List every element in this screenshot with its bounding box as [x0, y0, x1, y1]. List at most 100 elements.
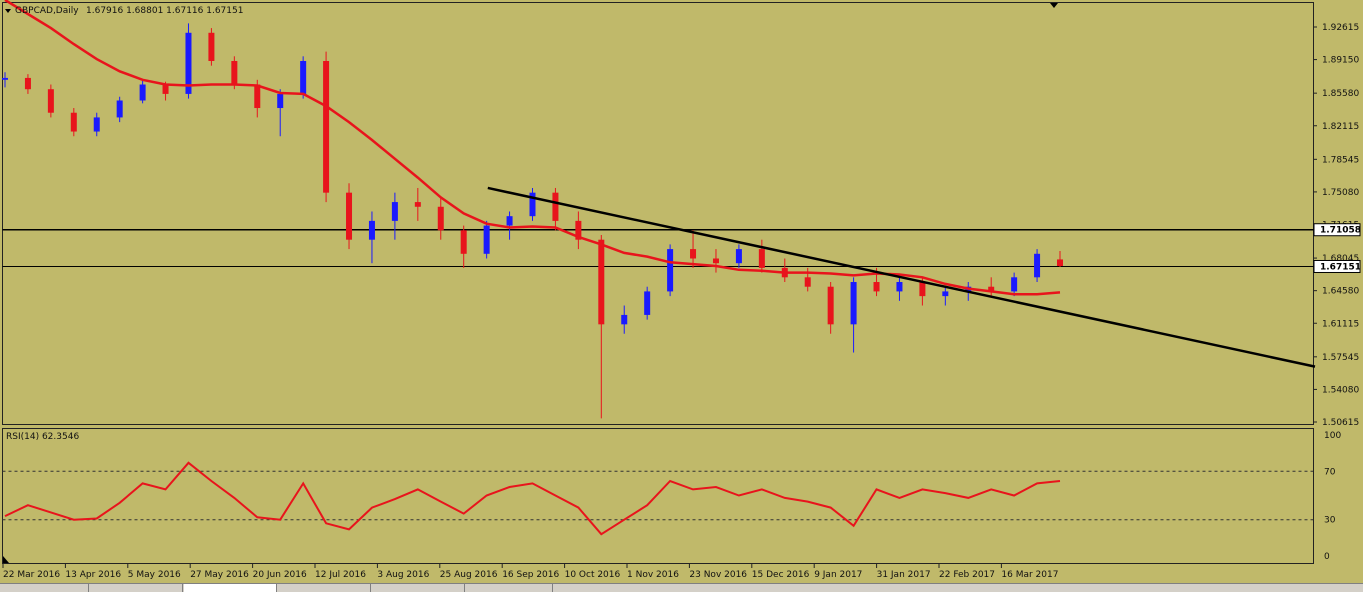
price-level-tag	[1313, 223, 1361, 237]
rsi-tick-label: 70	[1324, 467, 1336, 477]
price-tick-label: 1.64580	[1322, 287, 1359, 297]
candle-body	[254, 84, 261, 109]
rsi-tick-label: 0	[1324, 552, 1330, 562]
time-tick-label: 23 Nov 2016	[689, 570, 747, 580]
candle-body	[2, 77, 8, 80]
candle-body	[506, 216, 513, 226]
candle-body	[414, 202, 421, 207]
candle-body	[300, 60, 307, 94]
price-tick-label: 1.61115	[1322, 319, 1359, 329]
time-tick-label: 9 Jan 2017	[814, 570, 862, 580]
candle-body	[391, 202, 398, 221]
time-tick-label: 31 Jan 2017	[877, 570, 931, 580]
candle-body	[116, 100, 123, 118]
candle-body	[460, 230, 467, 254]
chart-tab[interactable]	[0, 584, 89, 592]
rsi-tick-label: 30	[1324, 516, 1336, 526]
candle-body	[346, 192, 353, 240]
candle-body	[437, 206, 444, 231]
time-tick-label: 10 Oct 2016	[565, 570, 621, 580]
candle-body	[644, 291, 651, 315]
candle-body	[24, 77, 31, 90]
candle-body	[208, 32, 215, 61]
trendline-path	[487, 186, 1316, 368]
price-tick-label: 1.68045	[1322, 254, 1359, 264]
chart-tab[interactable]	[278, 584, 371, 592]
candle-body	[575, 220, 582, 240]
candle-body	[1057, 259, 1063, 267]
time-tick-label: 22 Feb 2017	[939, 570, 995, 580]
candle-body	[323, 60, 330, 193]
candle-body	[988, 286, 995, 292]
chart-tab-active[interactable]	[184, 584, 277, 592]
candle-body	[93, 117, 100, 132]
price-tick-label: 1.78545	[1322, 155, 1359, 165]
price-level-label: 1.71058	[1320, 226, 1361, 236]
candles	[2, 23, 1063, 419]
candle-body	[552, 192, 559, 221]
candle-body	[1034, 253, 1041, 278]
price-levels: 1.71058 1.67151	[2, 223, 1361, 273]
ohlc-label: 1.67916 1.68801 1.67116 1.67151	[86, 6, 243, 16]
candle-body	[667, 249, 674, 292]
time-tick-label: 22 Mar 2016	[3, 570, 60, 580]
chart-tab-bar	[0, 583, 1363, 592]
time-tick-label: 25 Aug 2016	[440, 570, 498, 580]
rsi-label: RSI(14) 62.3546	[6, 432, 79, 442]
price-panel	[2, 2, 1314, 425]
candle-body	[873, 282, 880, 292]
price-tick-label: 1.85580	[1322, 89, 1359, 99]
time-tick-label: 27 May 2016	[190, 570, 249, 580]
time-tick-label: 16 Sep 2016	[502, 570, 559, 580]
price-tick-label: 1.57545	[1322, 353, 1359, 363]
chart-tab[interactable]	[90, 584, 183, 592]
candle-body	[690, 249, 697, 259]
scroll-marker-icon	[3, 556, 9, 563]
rsi-line	[4, 461, 1061, 536]
moving-average-path	[4, 0, 1061, 296]
rsi-axis: 100 70 30 0	[1324, 431, 1341, 562]
candle-body	[1011, 277, 1018, 292]
time-tick-label: 16 Mar 2017	[1001, 570, 1058, 580]
time-tick-label: 12 Jul 2016	[315, 570, 366, 580]
time-tick-label: 3 Aug 2016	[377, 570, 429, 580]
candle-body	[139, 84, 146, 101]
rsi-panel	[2, 428, 1314, 564]
time-tick-label: 15 Dec 2016	[752, 570, 810, 580]
candle-body	[185, 32, 192, 94]
price-tick-label: 1.50615	[1322, 418, 1359, 428]
price-level-label: 1.67151	[1320, 262, 1361, 272]
menu-triangle-icon[interactable]	[5, 9, 11, 13]
price-tick-label: 1.92615	[1322, 23, 1359, 33]
shift-marker-icon[interactable]	[1050, 3, 1058, 8]
candle-body	[70, 112, 77, 132]
trendline	[487, 186, 1316, 368]
candle-body	[896, 282, 903, 292]
price-level-tag	[1313, 259, 1361, 273]
candle-body	[483, 225, 490, 254]
time-tick-label: 5 May 2016	[128, 570, 181, 580]
price-tick-label: 1.54080	[1322, 385, 1359, 395]
candle-body	[804, 277, 811, 287]
candle-body	[231, 60, 238, 85]
candle-body	[368, 220, 375, 240]
chart-tab[interactable]	[466, 584, 553, 592]
candle-body	[621, 314, 628, 325]
price-tick-label: 1.82115	[1322, 122, 1359, 132]
price-tick-label: 1.75080	[1322, 188, 1359, 198]
candle-body	[47, 89, 54, 113]
symbol-label: GBPCAD,Daily	[15, 6, 79, 16]
candle-body	[529, 192, 536, 217]
candle-body	[942, 291, 949, 297]
candle-body	[277, 93, 284, 109]
rsi-levels	[2, 470, 1313, 521]
time-axis: 22 Mar 2016 13 Apr 2016 5 May 2016 27 May 2…	[2, 564, 1058, 580]
candle-body	[162, 84, 169, 94]
candle-body	[712, 258, 719, 264]
moving-average	[4, 0, 1061, 296]
time-tick-label: 20 Jun 2016	[253, 570, 307, 580]
candle-body	[735, 249, 742, 264]
candle-body	[598, 239, 605, 325]
chart-tab[interactable]	[372, 584, 465, 592]
